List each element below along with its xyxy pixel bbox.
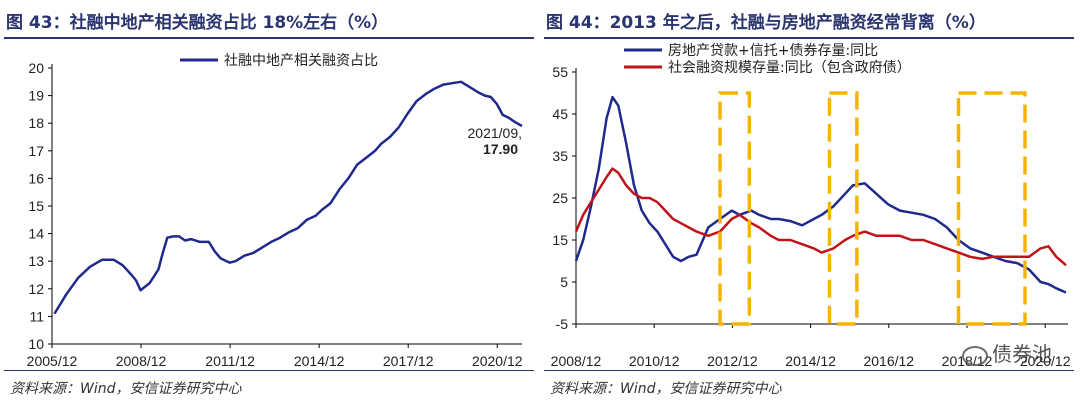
left-y-tick-label: 18 <box>28 115 44 131</box>
left-chart: 10 11 12 13 14 15 16 17 18 19 20 2005/12 2008/12 2011… <box>27 53 523 368</box>
left-x-tick-label: 2008/12 <box>116 353 167 368</box>
left-panel: 图 43：社融中地产相关融资占比 18%左右（%） 10 11 12 13 14 15 16… <box>4 13 534 397</box>
left-y-tick-label: 10 <box>28 336 44 352</box>
left-y-tick-label: 15 <box>28 198 44 214</box>
right-y-tick-label: 35 <box>552 148 568 164</box>
left-x-tick-label: 2011/12 <box>205 353 255 368</box>
right-highlight-box <box>827 91 859 326</box>
watermark-text: 债券池 <box>992 342 1052 366</box>
left-legend-label: 社融中地产相关融资占比 <box>224 53 378 69</box>
right-legend-label-2: 社会融资规模存量:同比（包含政府债） <box>668 60 911 76</box>
right-source: 资料来源：Wind，安信证券研究中心 <box>550 381 782 397</box>
right-source-rule <box>544 370 1074 371</box>
right-x-tick-label: 2016/12 <box>863 353 914 368</box>
right-panel: 图 44：2013 年之后，社融与房地产融资经常背离（%） -5 5 15 25 35 4… <box>540 0 1080 403</box>
right-title-rule <box>544 37 1074 39</box>
left-title-rule <box>4 37 534 39</box>
left-y-tick-label: 19 <box>28 88 44 104</box>
left-y-tick-label: 11 <box>29 308 44 324</box>
left-x-tick-label: 2017/12 <box>383 353 434 368</box>
left-x-tick-label: 2005/12 <box>27 353 78 368</box>
left-series-line <box>53 80 523 315</box>
watermark: 债券池 <box>962 338 1052 367</box>
right-y-tick-label: -5 <box>556 316 569 332</box>
left-chart-title: 图 43：社融中地产相关融资占比 18%左右（%） <box>6 13 389 33</box>
right-y-tick-label: 15 <box>552 232 568 248</box>
left-y-tick-label: 12 <box>28 281 44 297</box>
right-y-tick-label: 45 <box>552 106 568 122</box>
right-x-tick-label: 2010/12 <box>629 353 680 368</box>
right-highlight-box <box>956 91 1027 326</box>
right-x-tick-label: 2008/12 <box>551 353 602 368</box>
left-y-tick-label: 13 <box>28 253 44 269</box>
right-highlight-box <box>718 91 752 326</box>
right-y-tick-label: 25 <box>552 190 568 206</box>
right-x-tick-label: 2014/12 <box>785 353 836 368</box>
right-chart-title: 图 44：2013 年之后，社融与房地产融资经常背离（%） <box>546 13 986 33</box>
left-source: 资料来源：Wind，安信证券研究中心 <box>10 381 242 397</box>
left-y-tick-label: 17 <box>28 143 44 159</box>
left-y-tick-label: 16 <box>28 170 44 186</box>
right-y-tick-label: 55 <box>552 64 568 80</box>
right-series-line-1 <box>574 95 1067 294</box>
right-series-line-2 <box>574 167 1067 267</box>
left-annotation-value: 17.90 <box>483 141 518 157</box>
left-x-tick-label: 2014/12 <box>294 353 345 368</box>
left-annotation-date: 2021/09, <box>468 125 523 141</box>
left-y-tick-label: 20 <box>28 60 44 76</box>
left-x-tick-label: 2020/12 <box>472 353 523 368</box>
right-x-tick-label: 2012/12 <box>707 353 758 368</box>
right-chart: -5 5 15 25 35 45 55 2008/12 2010/12 2012/12 2014/1… <box>551 43 1071 368</box>
left-y-tick-label: 14 <box>28 226 44 242</box>
right-legend-label-1: 房地产贷款+信托+债券存量:同比 <box>668 43 878 59</box>
right-x-tick-label: 2020/12 <box>1020 353 1071 368</box>
wechat-icon <box>962 345 988 366</box>
right-y-tick-label: 5 <box>560 274 568 290</box>
left-source-rule <box>4 370 534 371</box>
